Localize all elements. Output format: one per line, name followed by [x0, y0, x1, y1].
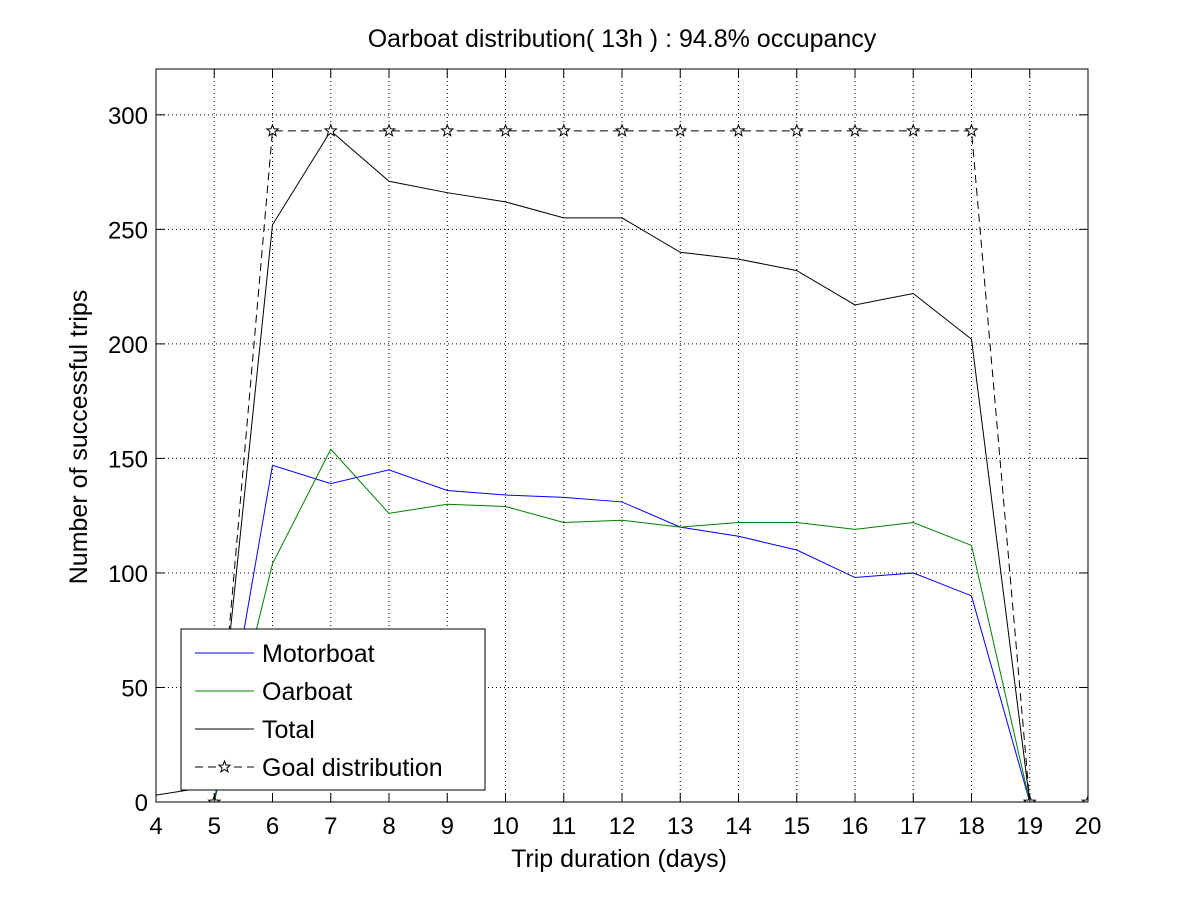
- y-tick-label: 250: [108, 217, 148, 244]
- x-tick-label: 17: [900, 813, 927, 840]
- star-marker: [731, 123, 746, 137]
- star-marker: [556, 123, 571, 137]
- series-line-goal-distribution: [213, 130, 1088, 802]
- x-axis-label: Trip duration (days): [511, 845, 727, 873]
- star-marker: [265, 123, 280, 137]
- legend-marker-goal-distribution: [217, 759, 232, 774]
- series-layer: [156, 123, 1088, 802]
- x-tick-label: 14: [725, 813, 752, 840]
- legend: Motorboat Oarboat Total Goal distribution: [180, 628, 486, 791]
- axis-ticks: [155, 69, 1089, 803]
- x-tick-label: 12: [609, 813, 636, 840]
- legend-label-total: Total: [262, 716, 315, 744]
- x-tick-label: 13: [667, 813, 694, 840]
- x-tick-label: 10: [492, 813, 519, 840]
- legend-label-motorboat: Motorboat: [262, 640, 375, 668]
- star-marker: [789, 123, 804, 137]
- legend-label-oarboat: Oarboat: [262, 678, 352, 706]
- star-marker: [906, 123, 921, 137]
- grid: [156, 69, 1088, 802]
- star-marker: [673, 123, 688, 137]
- y-tick-label: 100: [108, 561, 148, 588]
- y-tick-label: 150: [108, 446, 148, 473]
- star-marker: [440, 123, 455, 137]
- series-line-total: [156, 130, 1031, 802]
- y-tick-label: 300: [108, 103, 148, 130]
- series-line-oarboat: [156, 448, 1031, 802]
- star-marker: [381, 123, 397, 137]
- tick-labels: 4 5 6 7 8 9 10 11 12 13 14 15 16 17 18 19 20050100150200…: [108, 103, 1101, 840]
- x-tick-label: 16: [842, 813, 869, 840]
- x-tick-label: 7: [324, 813, 337, 840]
- series-line-motorboat: [156, 464, 1031, 802]
- star-marker: [323, 123, 338, 137]
- x-tick-label: 9: [441, 813, 454, 840]
- star-marker: [847, 123, 863, 137]
- star-marker: [614, 123, 630, 137]
- x-tick-label: 11: [551, 813, 576, 840]
- y-tick-label: 0: [135, 790, 148, 817]
- x-tick-label: 15: [783, 813, 810, 840]
- y-tick-label: 200: [108, 332, 148, 359]
- y-tick-label: 50: [121, 675, 148, 702]
- legend-label-goal-distribution: Goal distribution: [262, 754, 443, 782]
- star-marker: [964, 123, 979, 137]
- star-marker: [1080, 794, 1088, 802]
- x-tick-label: 18: [958, 813, 985, 840]
- chart-title: Oarboat distribution( 13h ) : 94.8% occu…: [368, 25, 877, 53]
- x-tick-label: 4: [149, 813, 162, 840]
- x-tick-label: 20: [1075, 813, 1102, 840]
- y-axis-label: Number of successful trips: [65, 290, 93, 585]
- legend-box: [180, 628, 486, 791]
- x-tick-label: 8: [382, 813, 395, 840]
- star-marker: [498, 123, 513, 137]
- x-tick-label: 5: [208, 813, 221, 840]
- x-tick-label: 6: [266, 813, 279, 840]
- x-tick-label: 19: [1016, 813, 1043, 840]
